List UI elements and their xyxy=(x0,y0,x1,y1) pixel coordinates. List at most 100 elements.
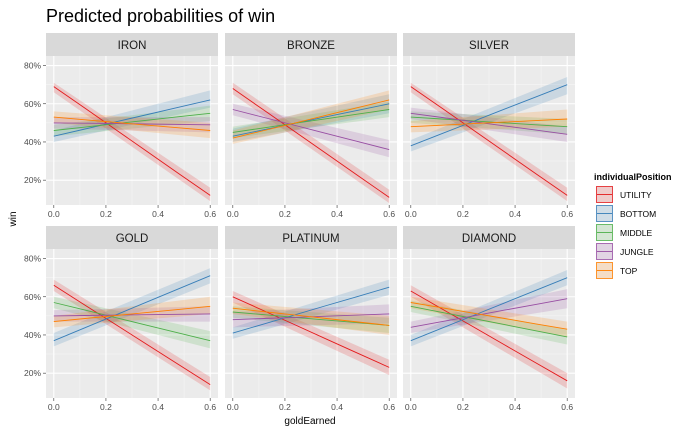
x-tick-label: 0.6 xyxy=(204,402,216,412)
series-line-middle xyxy=(410,305,568,338)
x-tick-label: 0.4 xyxy=(331,402,343,412)
x-tick-label: 0.2 xyxy=(100,402,112,412)
x-tick-label: 0.6 xyxy=(561,209,573,219)
series-line-top xyxy=(53,116,211,131)
series-line-utility xyxy=(410,86,568,196)
series-line-utility xyxy=(232,296,390,368)
series-line-jungle xyxy=(232,109,390,151)
series-line-top xyxy=(53,305,211,323)
ci-ribbon-jungle xyxy=(410,289,568,334)
series-line-top xyxy=(410,302,568,330)
series-line-bottom xyxy=(232,103,390,137)
series-line-bottom xyxy=(232,286,390,334)
y-tick-label: 60% xyxy=(24,292,41,302)
legend-label: MIDDLE xyxy=(620,228,652,238)
legend-label: TOP xyxy=(620,266,638,276)
series-line-jungle xyxy=(410,112,568,135)
series-line-middle xyxy=(53,302,211,342)
ci-ribbon-bottom xyxy=(232,94,390,142)
facet-panel-bronze: BRONZE 0.0 0.2 0.4 0.6 xyxy=(225,33,397,219)
facet-strip-label: PLATINUM xyxy=(282,233,339,245)
x-tick-label: 0.2 xyxy=(457,209,469,219)
series-line-top xyxy=(232,307,390,326)
legend-item-middle: MIDDLE xyxy=(596,224,652,241)
facet-panel-diamond: DIAMOND 0.0 0.2 0.4 0.6 xyxy=(403,226,575,412)
ci-ribbon-bottom xyxy=(410,270,568,347)
series-line-jungle xyxy=(53,313,211,317)
legend-label: JUNGLE xyxy=(620,247,654,257)
facet-strip xyxy=(46,226,218,249)
x-tick-label: 0.6 xyxy=(204,209,216,219)
series-line-bottom xyxy=(410,277,568,342)
series-line-utility xyxy=(53,86,211,196)
series-line-jungle xyxy=(410,298,568,328)
y-tick-label: 40% xyxy=(24,137,41,147)
x-tick-label: 0.2 xyxy=(100,209,112,219)
chart-title: Predicted probabilities of win xyxy=(46,6,275,26)
y-tick-label: 60% xyxy=(24,99,41,109)
series-line-utility xyxy=(232,88,390,198)
legend-title: individualPosition xyxy=(594,172,672,182)
series-line-bottom xyxy=(53,275,211,342)
series-line-middle xyxy=(232,109,390,133)
ci-ribbon-utility xyxy=(53,82,211,202)
x-tick-label: 0.2 xyxy=(279,209,291,219)
facet-panel-gold: GOLD 0.0 0.2 0.4 0.6 20% 40% 60% 80% xyxy=(24,226,218,412)
x-tick-label: 0.4 xyxy=(331,209,343,219)
ci-ribbon-top xyxy=(410,109,568,133)
ci-ribbon-bottom xyxy=(53,268,211,347)
x-tick-label: 0.2 xyxy=(279,402,291,412)
x-tick-label: 0.4 xyxy=(152,402,164,412)
x-tick-label: 0.0 xyxy=(227,209,239,219)
facet-strip-label: SILVER xyxy=(469,40,509,52)
series-line-top xyxy=(410,118,568,128)
facet-strip-label: IRON xyxy=(118,40,147,52)
facet-strip xyxy=(225,33,397,56)
ci-ribbon-top xyxy=(232,90,390,144)
y-tick-label: 80% xyxy=(24,254,41,264)
ci-ribbon-middle xyxy=(410,300,568,345)
ci-ribbon-top xyxy=(410,296,568,337)
y-tick-label: 20% xyxy=(24,368,41,378)
ci-ribbon-top xyxy=(53,296,211,328)
facet-strip xyxy=(403,33,575,56)
ci-ribbon-utility xyxy=(232,291,390,376)
series-line-bottom xyxy=(410,84,568,147)
facet-panels: IRON 0.0 0.2 0.4 0.6 20% 40% 60% 80% BRONZE 0.0 0.2… xyxy=(24,33,575,412)
facet-strip-label: GOLD xyxy=(116,233,149,245)
series-line-utility xyxy=(410,290,568,382)
x-tick-label: 0.4 xyxy=(509,402,521,412)
ci-ribbon-utility xyxy=(410,285,568,389)
ci-ribbon-jungle xyxy=(53,117,211,133)
facet-panel-platinum: PLATINUM 0.0 0.2 0.4 0.6 xyxy=(225,226,397,412)
x-tick-label: 0.6 xyxy=(561,402,573,412)
facet-panel-silver: SILVER 0.0 0.2 0.4 0.6 xyxy=(403,33,575,219)
y-tick-label: 80% xyxy=(24,61,41,71)
ci-ribbon-jungle xyxy=(232,103,390,158)
series-line-utility xyxy=(53,284,211,385)
ci-ribbon-bottom xyxy=(410,77,568,152)
x-axis-title: goldEarned xyxy=(284,416,335,427)
facet-strip xyxy=(46,33,218,56)
facet-strip-label: DIAMOND xyxy=(462,233,516,245)
x-tick-label: 0.6 xyxy=(383,402,395,412)
legend-label: BOTTOM xyxy=(620,209,656,219)
x-tick-label: 0.0 xyxy=(227,402,239,412)
legend-item-top: TOP xyxy=(596,262,638,279)
legend-label: UTILITY xyxy=(620,190,652,200)
y-tick-label: 40% xyxy=(24,330,41,340)
legend-item-jungle: JUNGLE xyxy=(596,243,654,260)
ci-ribbon-top xyxy=(53,111,211,139)
x-tick-label: 0.4 xyxy=(509,209,521,219)
series-line-top xyxy=(232,99,390,139)
ci-ribbon-utility xyxy=(410,82,568,202)
series-line-middle xyxy=(232,311,390,326)
facet-strip-label: BRONZE xyxy=(287,40,335,52)
x-tick-label: 0.6 xyxy=(383,209,395,219)
legend: individualPosition UTILITY BOTTOM MIDDLE JU… xyxy=(594,172,672,279)
x-tick-label: 0.0 xyxy=(405,402,417,412)
facet-strip xyxy=(403,226,575,249)
series-line-middle xyxy=(53,112,211,131)
legend-item-utility: UTILITY xyxy=(596,186,652,203)
series-line-bottom xyxy=(53,99,211,137)
